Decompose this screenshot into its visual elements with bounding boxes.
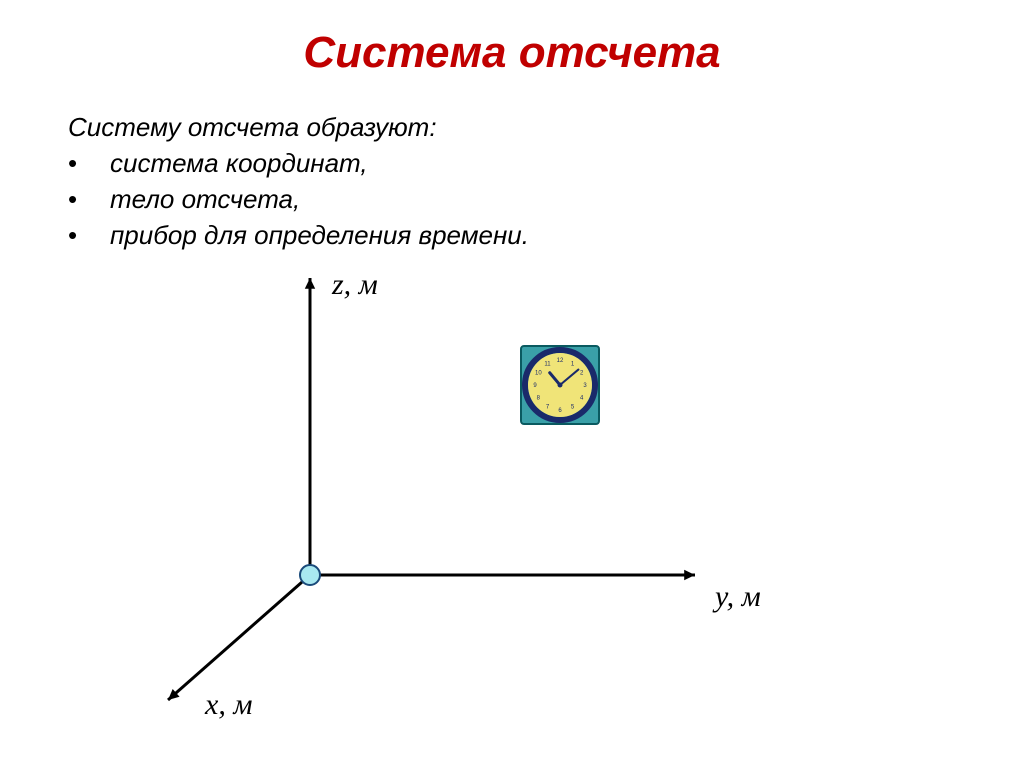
coordinate-diagram: 123456789101112 — [0, 0, 1024, 767]
z-axis-label: z, м — [332, 268, 378, 302]
svg-text:11: 11 — [544, 361, 551, 367]
svg-text:10: 10 — [535, 371, 542, 377]
y-axis-label: y, м — [715, 580, 761, 614]
x-axis-label: x, м — [205, 688, 252, 722]
svg-text:12: 12 — [557, 358, 564, 364]
